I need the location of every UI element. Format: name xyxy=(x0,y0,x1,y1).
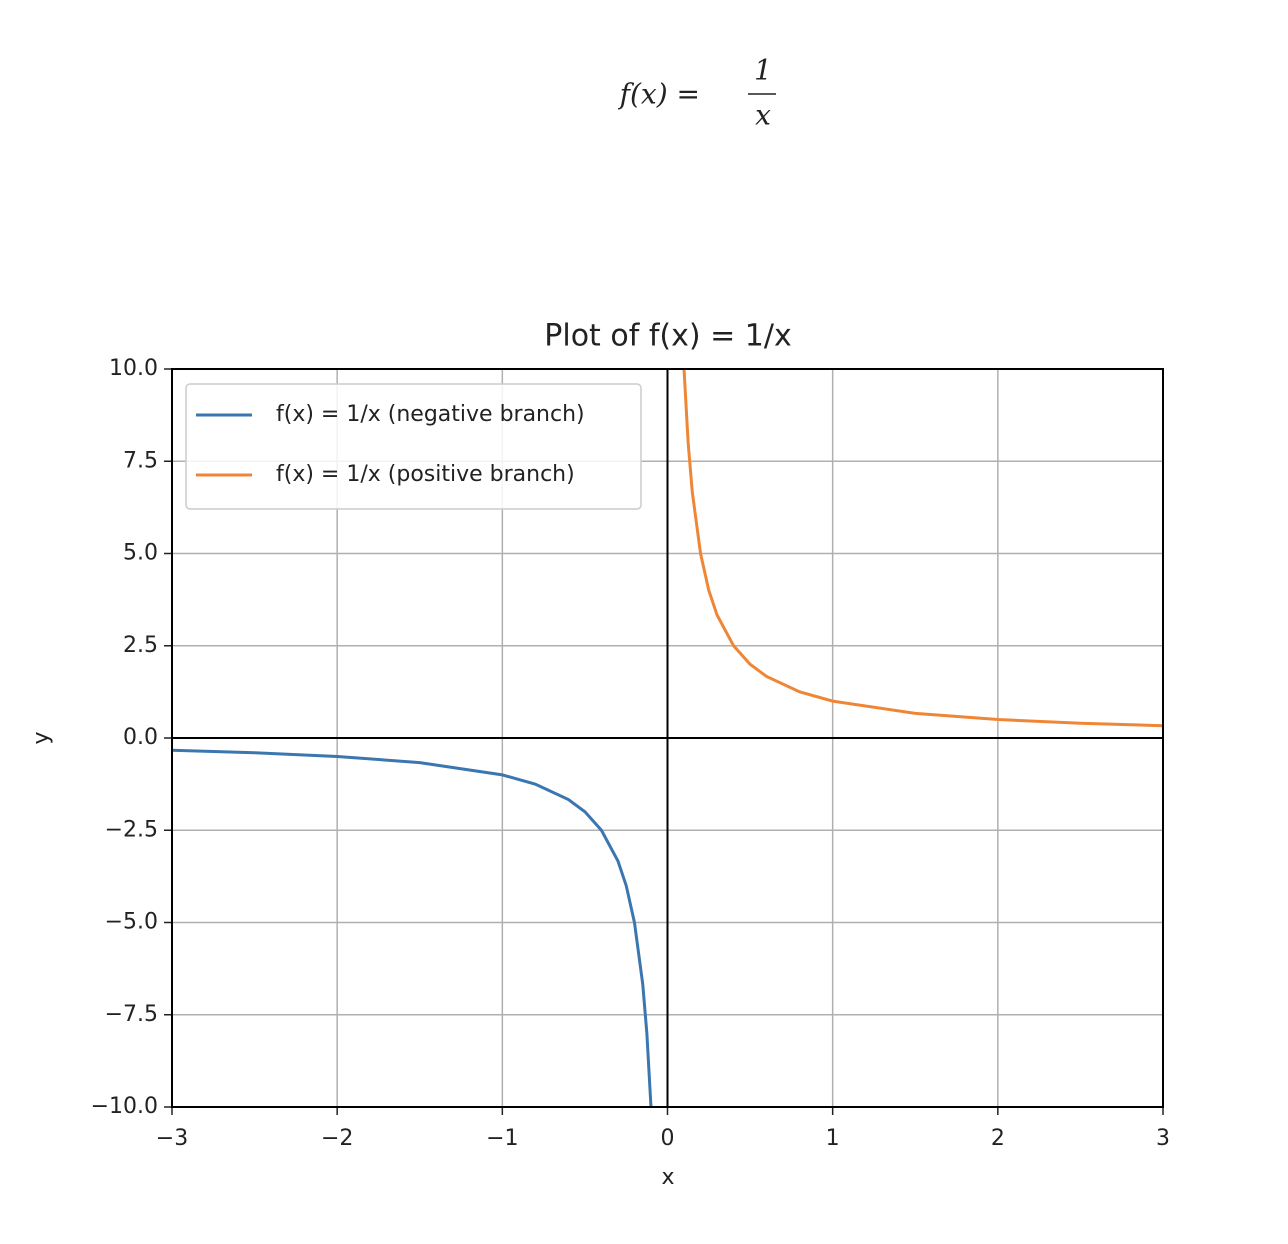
legend-label: f(x) = 1/x (negative branch) xyxy=(276,402,585,427)
y-tick-label: 10.0 xyxy=(109,356,158,381)
series-line xyxy=(172,748,653,1107)
y-axis-label: y xyxy=(29,731,54,744)
y-tick-label: −7.5 xyxy=(105,1002,158,1027)
x-tick-label: 1 xyxy=(826,1126,840,1151)
legend-label: f(x) = 1/x (positive branch) xyxy=(276,462,575,487)
formula-denominator: x xyxy=(755,99,771,132)
series-line xyxy=(682,369,1163,728)
x-tick-label: 2 xyxy=(991,1126,1005,1151)
y-tick-label: 2.5 xyxy=(123,633,158,658)
legend-box xyxy=(185,383,642,510)
x-tick-label: −2 xyxy=(321,1126,353,1151)
x-tick-label: 0 xyxy=(661,1126,675,1151)
x-tick-label: −1 xyxy=(486,1126,518,1151)
formula-numerator: 1 xyxy=(754,54,772,87)
formula-lhs: f(x) = xyxy=(618,78,700,111)
y-tick-label: −10.0 xyxy=(91,1094,158,1119)
x-tick-label: −3 xyxy=(156,1126,188,1151)
x-tick-label: 3 xyxy=(1156,1126,1170,1151)
y-tick-label: −2.5 xyxy=(105,817,158,842)
y-tick-label: 5.0 xyxy=(123,541,158,566)
y-tick-label: −5.0 xyxy=(105,910,158,935)
x-axis-label: x xyxy=(661,1165,674,1190)
chart-title: Plot of f(x) = 1/x xyxy=(544,319,791,354)
plot-frame xyxy=(171,368,1164,1108)
y-tick-label: 7.5 xyxy=(123,448,158,473)
y-tick-label: 0.0 xyxy=(123,725,158,750)
